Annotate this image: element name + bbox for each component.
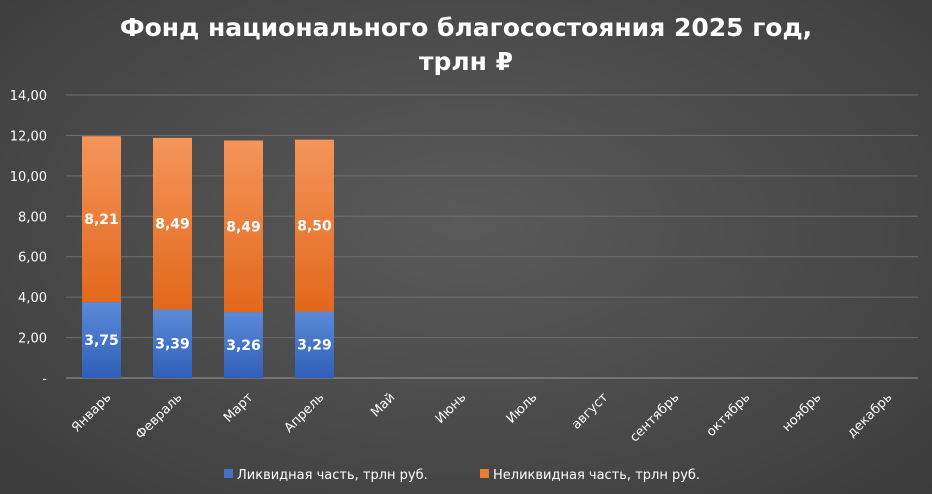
data-label: 3,39: [155, 337, 190, 353]
x-tick-label: Июнь: [433, 390, 470, 427]
bar-liquid: [82, 302, 121, 378]
x-tick-label: Апрель: [282, 390, 328, 436]
y-tick-label: -: [42, 372, 47, 387]
x-tick-label: Февраль: [133, 390, 185, 442]
y-tick-label: 12,00: [10, 129, 47, 144]
y-tick-label: 10,00: [10, 170, 47, 185]
x-tick-label: сентябрь: [627, 390, 682, 445]
bar-liquid: [295, 311, 334, 378]
legend-swatch-liquid: [224, 469, 233, 478]
data-label: 8,21: [84, 212, 119, 228]
data-label: 3,26: [226, 338, 261, 354]
bar-liquid: [224, 312, 263, 378]
x-tick-label: декабрь: [845, 390, 896, 441]
data-label: 8,49: [226, 219, 261, 235]
data-label: 8,49: [155, 217, 190, 233]
x-tick-label: ноябрь: [780, 390, 825, 435]
x-tick-label: октябрь: [704, 390, 754, 440]
legend-swatch-illiquid: [480, 469, 489, 478]
legend-label-liquid: Ликвидная часть, трлн руб.: [237, 468, 428, 483]
y-tick-label: 2,00: [18, 332, 47, 347]
x-tick-label: Июль: [504, 390, 541, 427]
y-tick-label: 8,00: [18, 210, 47, 225]
y-tick-label: 14,00: [10, 89, 47, 104]
x-tick-label: Январь: [69, 390, 114, 435]
bar-illiquid: [295, 139, 334, 312]
x-tick-label: Март: [221, 390, 257, 426]
x-tick-label: Май: [368, 390, 398, 420]
legend-label-illiquid: Неликвидная часть, трлн руб.: [493, 468, 700, 483]
bar-illiquid: [82, 136, 121, 303]
y-axis-ticks: - 2,00 4,00 6,00 8,00 10,00 12,00 14,00: [10, 89, 48, 387]
data-label: 8,50: [297, 219, 332, 235]
bar-illiquid: [153, 137, 192, 310]
data-label: 3,75: [84, 333, 119, 349]
bar-illiquid: [224, 140, 263, 313]
x-tick-label: август: [569, 390, 612, 433]
data-label: 3,29: [297, 338, 332, 354]
bars: [82, 136, 334, 378]
bar-liquid: [153, 309, 192, 378]
legend: Ликвидная часть, трлн руб. Неликвидная ч…: [224, 468, 700, 483]
data-labels: 3,75 8,21 3,39 8,49 3,26 8,49 3,29 8,50: [84, 212, 332, 354]
chart-title-line1: Фонд национального благосостояния 2025 г…: [120, 13, 812, 42]
y-tick-label: 6,00: [18, 251, 47, 266]
x-axis-ticks: Январь Февраль Март Апрель Май Июнь Июль август…: [69, 390, 895, 445]
gridlines: [66, 94, 918, 379]
y-tick-label: 4,00: [18, 291, 47, 306]
chart-title-line2: трлн ₽: [419, 47, 513, 76]
